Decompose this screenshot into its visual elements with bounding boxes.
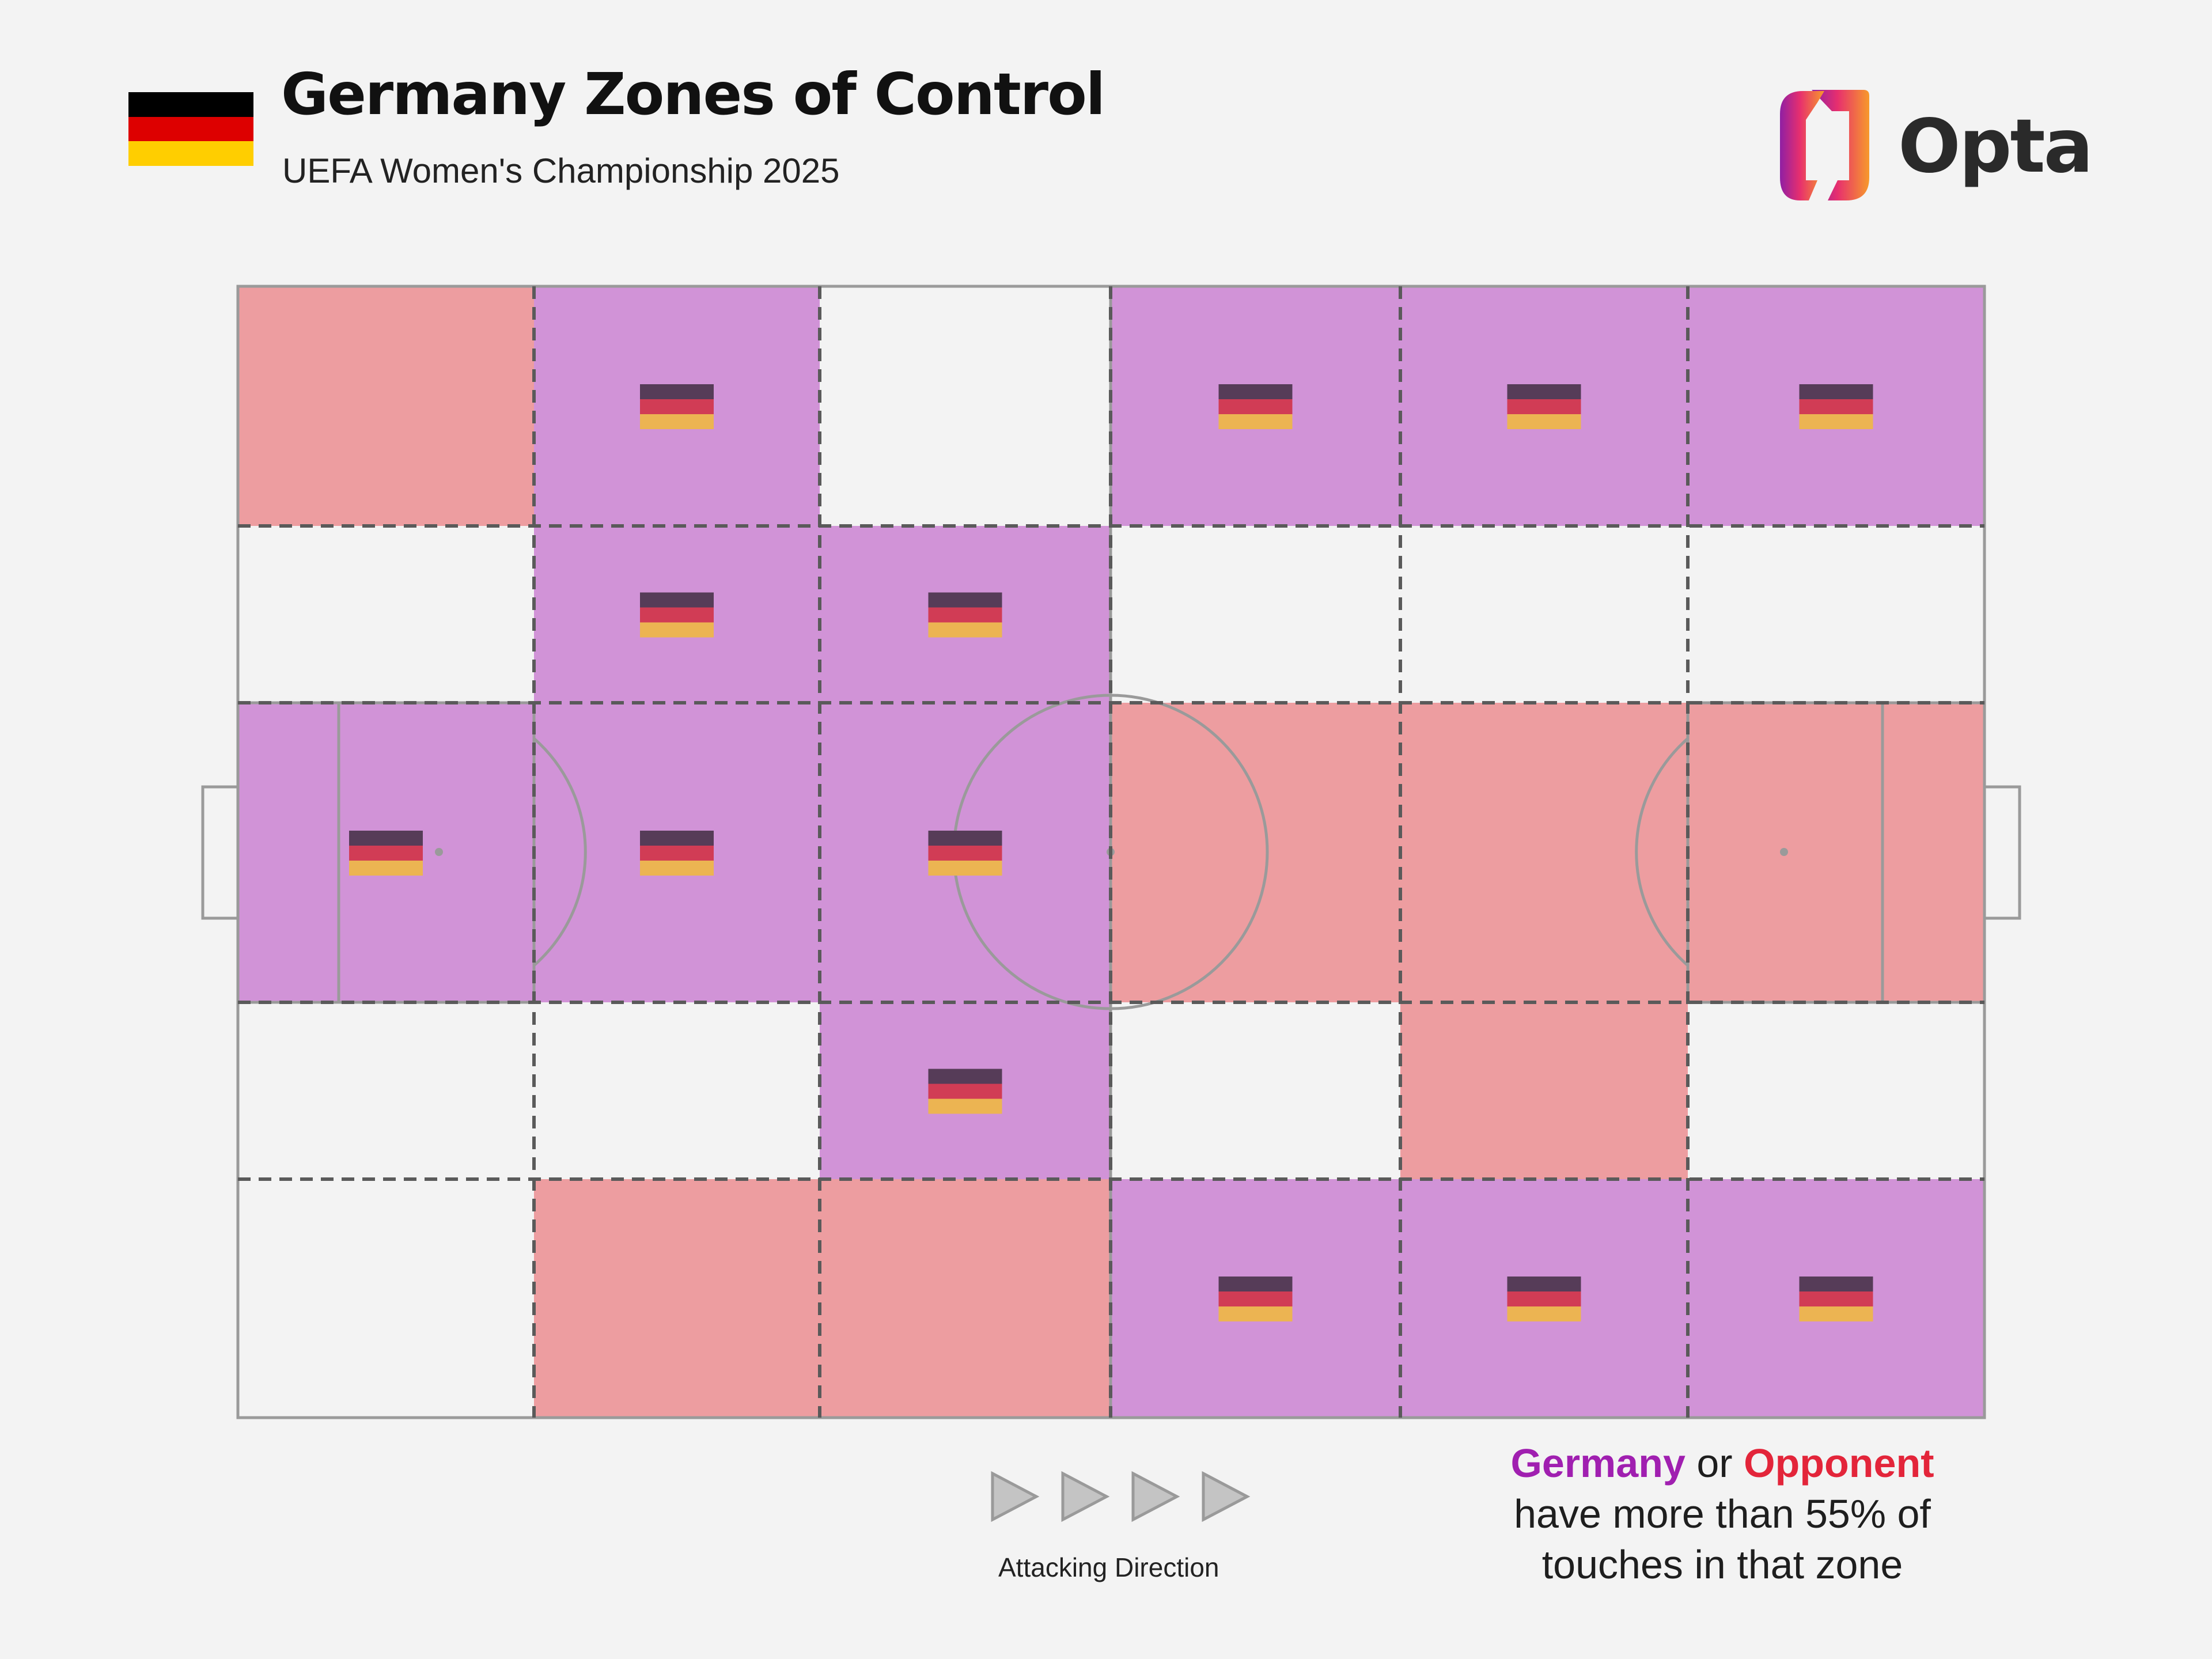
germany-marker-flag-icon: [1507, 384, 1581, 399]
germany-marker-flag-icon: [928, 1069, 1002, 1084]
germany-marker-flag-icon: [1799, 414, 1873, 429]
germany-marker-flag-icon: [349, 861, 423, 876]
zone-neutral-r1-c3: [1111, 526, 1400, 703]
germany-marker-flag-icon: [1218, 1291, 1293, 1306]
chart-title: Germany Zones of Control: [281, 60, 1105, 128]
germany-marker-flag-icon: [1507, 399, 1581, 414]
left-penalty-spot: [435, 848, 443, 856]
germany-marker-flag-icon: [1507, 1306, 1581, 1321]
legend-opponent: Opponent: [1744, 1441, 1934, 1486]
germany-marker-flag-icon: [1507, 1291, 1581, 1306]
zone-neutral-r1-c0: [238, 526, 534, 703]
right-penalty-spot: [1780, 848, 1788, 856]
direction-arrow-icon: [1131, 1471, 1180, 1522]
germany-marker-flag-icon: [640, 399, 714, 414]
germany-marker-flag-icon: [640, 414, 714, 429]
germany-marker-flag-icon: [640, 592, 714, 608]
germany-marker-flag-icon: [1799, 1277, 1873, 1291]
germany-marker-flag-icon: [1799, 1306, 1873, 1321]
attacking-direction-label: Attacking Direction: [998, 1552, 1219, 1582]
direction-arrow-icon: [1202, 1471, 1251, 1522]
germany-marker-flag-icon: [928, 622, 1002, 638]
germany-marker-flag-icon: [1218, 1277, 1293, 1291]
legend-or: or: [1696, 1441, 1733, 1486]
germany-marker-flag-icon: [349, 831, 423, 846]
zone-opponent-r2-c3: [1111, 703, 1400, 1002]
right-goal: [1983, 785, 2021, 920]
germany-marker-flag-icon: [928, 861, 1002, 876]
zone-neutral-r1-c4: [1400, 526, 1688, 703]
germany-marker-flag-icon: [928, 1099, 1002, 1114]
opta-logo-text: Opta: [1898, 104, 2093, 190]
germany-marker-flag-icon: [640, 622, 714, 638]
zone-neutral-r3-c0: [238, 1002, 534, 1179]
germany-marker-flag-icon: [928, 607, 1002, 623]
germany-marker-flag-icon: [1799, 384, 1873, 399]
germany-marker-flag-icon: [349, 846, 423, 861]
right-penalty-arc: [1635, 737, 1689, 967]
zone-opponent-r4-c2: [820, 1179, 1111, 1418]
left-goal: [201, 785, 240, 920]
direction-arrow-icon: [1061, 1471, 1110, 1522]
germany-marker-flag-icon: [928, 592, 1002, 608]
legend-line-1: Germany or Opponent: [1457, 1438, 1987, 1488]
germany-marker-flag-icon: [928, 831, 1002, 846]
germany-marker-flag-icon: [640, 607, 714, 623]
left-penalty-arc: [533, 737, 587, 967]
zone-neutral-r1-c5: [1688, 526, 1984, 703]
germany-marker-flag-icon: [1507, 1277, 1581, 1291]
zone-neutral-r3-c3: [1111, 1002, 1400, 1179]
flag-stripe-red: [128, 116, 253, 142]
legend: Germany or Opponent have more than 55% o…: [1457, 1438, 1987, 1590]
chart-subtitle: UEFA Women's Championship 2025: [282, 151, 840, 190]
flag-stripe-gold: [128, 141, 253, 166]
zone-neutral-r0-c2: [820, 286, 1111, 526]
opta-logo-icon: [1780, 90, 1869, 200]
germany-marker-flag-icon: [1799, 1291, 1873, 1306]
zone-neutral-r3-c1: [534, 1002, 820, 1179]
legend-line-3: touches in that zone: [1541, 1542, 1903, 1587]
legend-germany: Germany: [1510, 1441, 1685, 1486]
zone-opponent-r0-c0: [238, 286, 534, 526]
germany-marker-flag-icon: [1218, 399, 1293, 414]
germany-marker-flag-icon: [640, 831, 714, 846]
flag-stripe-black: [128, 92, 253, 117]
germany-marker-flag-icon: [1218, 1306, 1293, 1321]
germany-flag-icon: [128, 92, 253, 166]
germany-marker-flag-icon: [1799, 399, 1873, 414]
germany-marker-flag-icon: [1507, 414, 1581, 429]
zone-opponent-r3-c4: [1400, 1002, 1688, 1179]
germany-marker-flag-icon: [928, 846, 1002, 861]
germany-marker-flag-icon: [928, 1084, 1002, 1099]
zone-opponent-r4-c1: [534, 1179, 820, 1418]
germany-marker-flag-icon: [1218, 384, 1293, 399]
germany-marker-flag-icon: [1218, 414, 1293, 429]
direction-arrow-icon: [991, 1471, 1040, 1522]
zone-opponent-r2-c5: [1688, 703, 1984, 1002]
legend-line-2: have more than 55% of: [1514, 1491, 1931, 1536]
zone-opponent-r2-c4: [1400, 703, 1688, 1002]
germany-marker-flag-icon: [640, 384, 714, 399]
zone-neutral-r4-c0: [238, 1179, 534, 1418]
germany-marker-flag-icon: [640, 861, 714, 876]
zone-neutral-r3-c5: [1688, 1002, 1984, 1179]
germany-marker-flag-icon: [640, 846, 714, 861]
